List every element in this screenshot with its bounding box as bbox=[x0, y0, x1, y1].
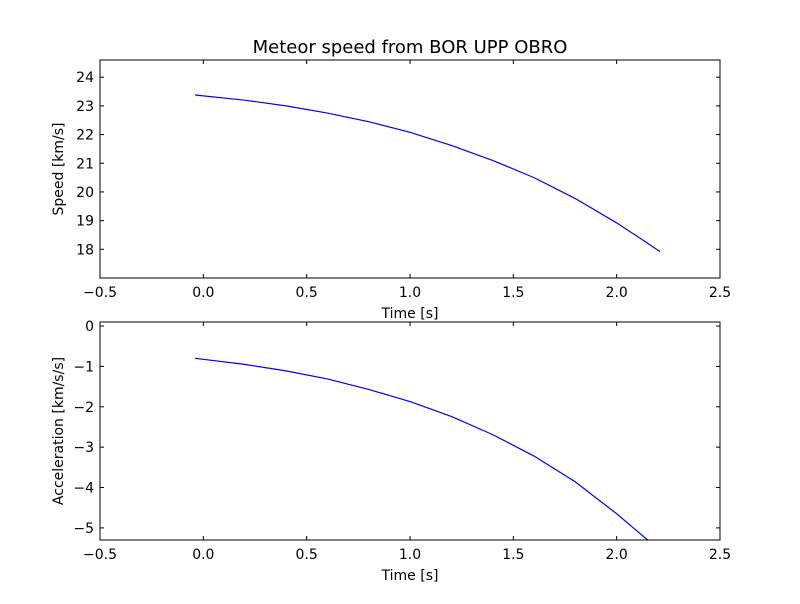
y-tick-label: 24 bbox=[76, 70, 94, 86]
x-tick-label: 2.0 bbox=[606, 547, 628, 563]
x-tick-label: 2.5 bbox=[709, 285, 731, 301]
x-tick-label: 1.0 bbox=[399, 547, 421, 563]
x-tick-label: −0.5 bbox=[83, 547, 117, 563]
axes-frame bbox=[99, 321, 721, 541]
series-line-1 bbox=[194, 357, 649, 540]
y-axis-label: Speed [km/s] bbox=[51, 122, 67, 215]
x-tick-label: 0.5 bbox=[296, 285, 318, 301]
y-tick-label: −5 bbox=[73, 521, 94, 537]
y-tick-label: 22 bbox=[76, 128, 94, 144]
x-tick-label: 1.5 bbox=[502, 285, 524, 301]
x-axis-label: Time [s] bbox=[381, 306, 439, 322]
y-tick-label: 19 bbox=[76, 214, 94, 230]
x-tick-label: −0.5 bbox=[83, 285, 117, 301]
chart-title: Meteor speed from BOR UPP OBRO bbox=[253, 37, 568, 58]
y-tick-label: −2 bbox=[73, 400, 94, 416]
subplot-2: −0.5 0.0 0.5 1.0 1.5 2.0 2.5 0 −1 −2 −3 −4 −5 Time [s… bbox=[51, 319, 731, 584]
x-tick-label: 0.5 bbox=[296, 547, 318, 563]
y-axis-label: Acceleration [km/s/s] bbox=[51, 357, 67, 505]
series-line-1 bbox=[195, 94, 661, 253]
y-tick-label: 21 bbox=[76, 156, 94, 172]
y-tick-label: 23 bbox=[76, 99, 94, 115]
x-tick-label: 0.0 bbox=[192, 285, 214, 301]
x-tick-label: 1.0 bbox=[399, 285, 421, 301]
x-tick-label: 0.0 bbox=[192, 547, 214, 563]
x-tick-label: 2.0 bbox=[606, 285, 628, 301]
y-tick-label: 20 bbox=[76, 185, 94, 201]
subplot-1: −0.5 0.0 0.5 1.0 1.5 2.0 2.5 18 19 20 21 22 23 24 Time… bbox=[51, 59, 731, 322]
y-tick-label: −4 bbox=[73, 481, 94, 497]
y-tick-label: 18 bbox=[76, 242, 94, 258]
x-axis-label: Time [s] bbox=[381, 568, 439, 584]
y-tick-label: −3 bbox=[73, 440, 94, 456]
axes-frame bbox=[99, 59, 721, 279]
x-tick-label: 1.5 bbox=[502, 547, 524, 563]
y-tick-label: 0 bbox=[85, 319, 94, 335]
y-tick-label: −1 bbox=[73, 359, 94, 375]
x-tick-label: 2.5 bbox=[709, 547, 731, 563]
